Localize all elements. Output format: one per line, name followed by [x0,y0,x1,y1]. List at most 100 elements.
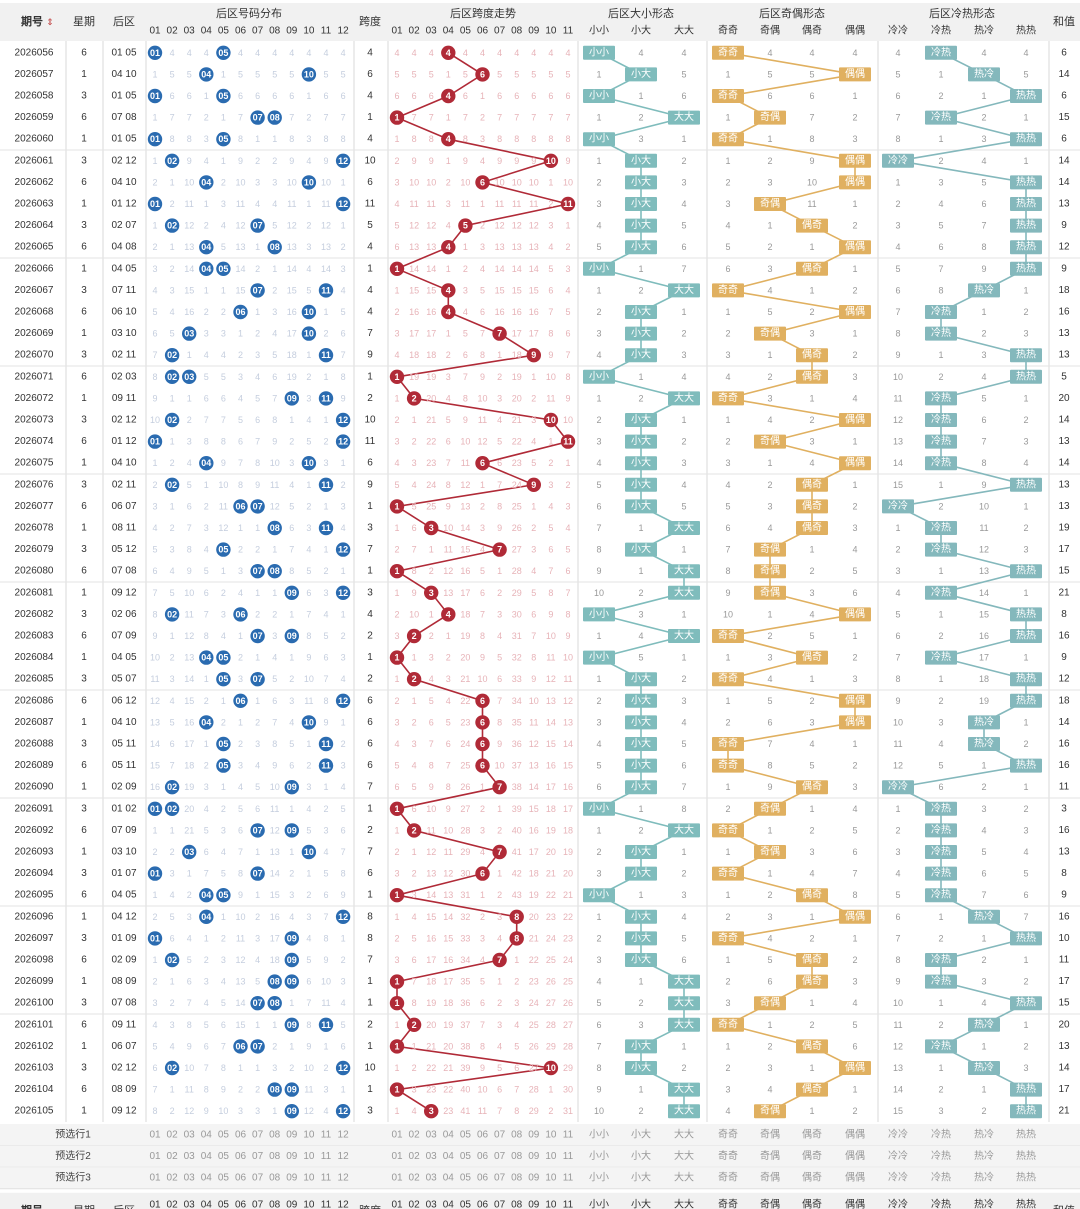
preselect-row[interactable]: 预选行1 01 02 03 04 05 06 07 08 09 10 11 12 01 02 03 04 05 06… [0,1124,1080,1147]
preselect-span[interactable]: 09 [528,1151,540,1162]
preselect-span[interactable]: 06 [477,1173,489,1184]
preselect-span[interactable]: 08 [511,1151,523,1162]
preselect-number[interactable]: 12 [338,1151,350,1162]
preselect-span[interactable]: 03 [426,1173,438,1184]
preselect-oe[interactable]: 偶奇 [802,1171,822,1184]
preselect-span[interactable]: 11 [563,1129,574,1140]
preselect-row[interactable]: 预选行2 01 02 03 04 05 06 07 08 09 10 11 12 01 02 03 04 05 06… [0,1145,1080,1168]
preselect-number[interactable]: 06 [235,1173,247,1184]
preselect-number[interactable]: 08 [269,1173,281,1184]
preselect-size[interactable]: 小大 [631,1171,651,1184]
preselect-number[interactable]: 09 [286,1151,298,1162]
preselect-span[interactable]: 02 [409,1129,421,1140]
preselect-number[interactable]: 10 [303,1129,315,1140]
preselect-number[interactable]: 04 [201,1173,213,1184]
preselect-span[interactable]: 05 [460,1173,472,1184]
preselect-number[interactable]: 08 [269,1151,281,1162]
preselect-oe[interactable]: 偶奇 [802,1149,822,1162]
preselect-number[interactable]: 05 [218,1173,230,1184]
preselect-size[interactable]: 小大 [631,1127,651,1140]
preselect-number[interactable]: 09 [286,1173,298,1184]
preselect-number[interactable]: 11 [321,1173,332,1184]
preselect-span[interactable]: 01 [391,1151,403,1162]
preselect-oe[interactable]: 奇奇 [718,1171,738,1184]
preselect-number[interactable]: 06 [235,1151,247,1162]
preselect-number[interactable]: 10 [303,1151,315,1162]
preselect-span[interactable]: 06 [477,1129,489,1140]
preselect-span[interactable]: 02 [409,1151,421,1162]
preselect-span[interactable]: 03 [426,1151,438,1162]
preselect-number[interactable]: 12 [338,1129,350,1140]
preselect-size[interactable]: 大大 [674,1149,694,1162]
preselect-number[interactable]: 04 [201,1129,213,1140]
preselect-oe[interactable]: 奇偶 [760,1171,780,1184]
preselect-oe[interactable]: 偶偶 [845,1171,865,1184]
preselect-oe[interactable]: 偶偶 [845,1127,865,1140]
preselect-size[interactable]: 小小 [589,1128,609,1140]
preselect-number[interactable]: 03 [184,1151,196,1162]
preselect-oe[interactable]: 奇奇 [718,1149,738,1162]
preselect-hc[interactable]: 冷热 [931,1171,951,1184]
preselect-span[interactable]: 01 [391,1129,403,1140]
preselect-number[interactable]: 01 [149,1129,161,1140]
preselect-span[interactable]: 07 [494,1129,506,1140]
preselect-number[interactable]: 05 [218,1151,230,1162]
preselect-size[interactable]: 小大 [631,1149,651,1162]
preselect-span[interactable]: 05 [460,1129,472,1140]
preselect-oe[interactable]: 偶偶 [845,1149,865,1162]
preselect-size[interactable]: 大大 [674,1127,694,1140]
preselect-span[interactable]: 04 [443,1173,455,1184]
preselect-hc[interactable]: 冷冷 [888,1171,908,1184]
preselect-size[interactable]: 大大 [674,1171,694,1184]
preselect-span[interactable]: 02 [409,1173,421,1184]
preselect-number[interactable]: 03 [184,1173,196,1184]
preselect-oe[interactable]: 奇偶 [760,1127,780,1140]
preselect-hc[interactable]: 热热 [1016,1171,1036,1184]
preselect-number[interactable]: 02 [167,1151,179,1162]
preselect-span[interactable]: 10 [545,1129,557,1140]
preselect-span[interactable]: 06 [477,1151,489,1162]
preselect-hc[interactable]: 热冷 [974,1127,994,1140]
preselect-oe[interactable]: 奇偶 [760,1149,780,1162]
preselect-number[interactable]: 07 [252,1151,264,1162]
preselect-oe[interactable]: 偶奇 [802,1127,822,1140]
preselect-number[interactable]: 02 [167,1173,179,1184]
preselect-number[interactable]: 01 [149,1151,161,1162]
preselect-hc[interactable]: 热热 [1016,1127,1036,1140]
preselect-span[interactable]: 01 [391,1173,403,1184]
preselect-span[interactable]: 05 [460,1151,472,1162]
preselect-span[interactable]: 08 [511,1173,523,1184]
preselect-hc[interactable]: 冷热 [931,1149,951,1162]
preselect-number[interactable]: 12 [338,1173,350,1184]
preselect-number[interactable]: 11 [321,1151,332,1162]
preselect-hc[interactable]: 冷冷 [888,1149,908,1162]
preselect-oe[interactable]: 奇奇 [718,1127,738,1140]
preselect-span[interactable]: 11 [563,1151,574,1162]
preselect-span[interactable]: 03 [426,1129,438,1140]
preselect-size[interactable]: 小小 [589,1172,609,1184]
preselect-number[interactable]: 07 [252,1173,264,1184]
preselect-span[interactable]: 04 [443,1129,455,1140]
preselect-number[interactable]: 08 [269,1129,281,1140]
preselect-number[interactable]: 10 [303,1173,315,1184]
preselect-size[interactable]: 小小 [589,1150,609,1162]
preselect-hc[interactable]: 冷冷 [888,1127,908,1140]
preselect-span[interactable]: 10 [545,1173,557,1184]
preselect-number[interactable]: 09 [286,1129,298,1140]
preselect-number[interactable]: 03 [184,1129,196,1140]
preselect-span[interactable]: 07 [494,1173,506,1184]
preselect-span[interactable]: 04 [443,1151,455,1162]
preselect-span[interactable]: 09 [528,1173,540,1184]
preselect-number[interactable]: 11 [321,1129,332,1140]
preselect-number[interactable]: 01 [149,1173,161,1184]
preselect-hc[interactable]: 冷热 [931,1127,951,1140]
preselect-number[interactable]: 06 [235,1129,247,1140]
preselect-number[interactable]: 04 [201,1151,213,1162]
preselect-number[interactable]: 02 [167,1129,179,1140]
preselect-span[interactable]: 07 [494,1151,506,1162]
preselect-span[interactable]: 11 [563,1173,574,1184]
preselect-span[interactable]: 10 [545,1151,557,1162]
preselect-number[interactable]: 05 [218,1129,230,1140]
preselect-number[interactable]: 07 [252,1129,264,1140]
preselect-span[interactable]: 08 [511,1129,523,1140]
